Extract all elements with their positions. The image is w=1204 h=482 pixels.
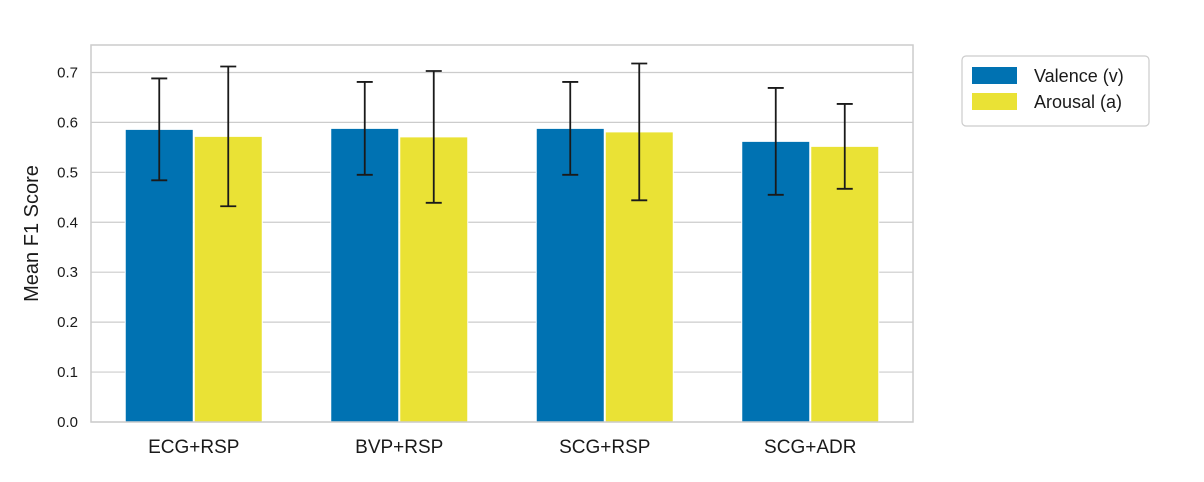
x-category-label: ECG+RSP <box>148 437 239 458</box>
x-category-label: SCG+RSP <box>559 437 650 458</box>
error-bar <box>836 103 853 190</box>
error-bars <box>151 62 853 208</box>
y-tick-label: 0.1 <box>57 364 78 381</box>
y-tick-label: 0.4 <box>57 214 78 231</box>
legend-label: Valence (v) <box>1034 66 1124 86</box>
legend-swatch <box>972 93 1017 110</box>
error-bar <box>356 81 373 176</box>
bar-arousal <box>810 145 880 423</box>
bar-valence <box>330 127 400 423</box>
bar-arousal <box>399 136 469 423</box>
plot-frame <box>90 44 914 423</box>
error-bar <box>631 62 648 202</box>
y-tick-label: 0.7 <box>57 64 78 81</box>
legend-label: Arousal (a) <box>1034 92 1122 112</box>
error-bar <box>220 65 237 208</box>
x-category-label: BVP+RSP <box>355 437 443 458</box>
y-tick-label: 0.5 <box>57 164 78 181</box>
bar-valence <box>535 127 605 423</box>
y-tick-label: 0.6 <box>57 114 78 131</box>
y-axis-title: Mean F1 Score <box>21 165 43 302</box>
error-bar <box>151 77 168 182</box>
error-bar <box>425 70 442 204</box>
legend-swatch <box>972 67 1017 84</box>
x-axis-categories: ECG+RSP BVP+RSP SCG+RSP SCG+ADR <box>148 437 856 458</box>
y-tick-label: 0.0 <box>57 414 78 431</box>
x-category-label: SCG+ADR <box>764 437 856 458</box>
legend: Valence (v) Arousal (a) <box>961 55 1150 127</box>
y-axis-ticks: 0.0 0.1 0.2 0.3 0.4 0.5 0.6 0.7 <box>57 64 78 431</box>
error-bar <box>562 81 579 176</box>
y-tick-label: 0.2 <box>57 314 78 331</box>
y-tick-label: 0.3 <box>57 264 78 281</box>
error-bar <box>767 87 784 196</box>
